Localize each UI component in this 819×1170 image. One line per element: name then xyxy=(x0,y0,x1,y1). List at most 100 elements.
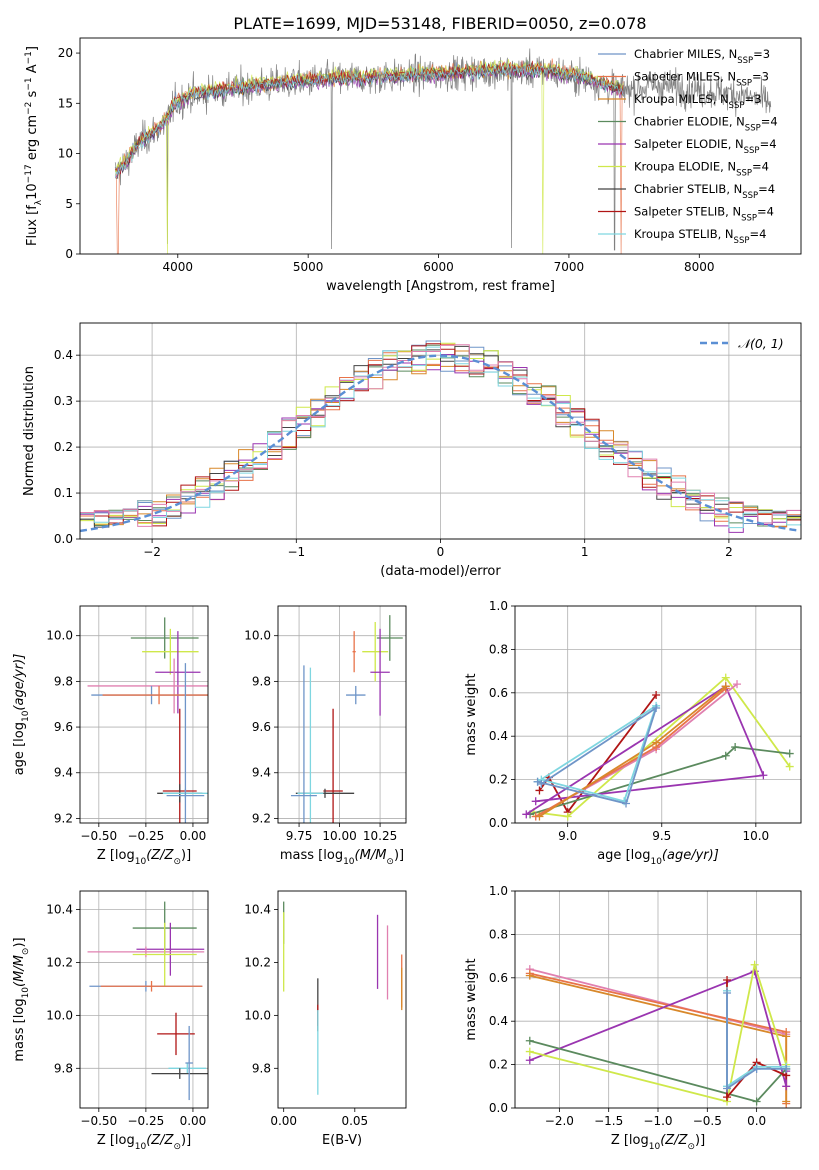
mass-vs-metallicity-panel: −0.50 −0.25 0.00 9.8 10.0 10.2 10.4 Z [log10(Z/… xyxy=(12,890,209,1152)
x-tick-label: −1 xyxy=(287,545,305,559)
x-axis-label: (data-model)/error xyxy=(380,564,501,579)
x-axis-label: Z [log10(Z/Z⊙)] xyxy=(97,1133,191,1152)
x-tick-label: −1.0 xyxy=(643,1114,672,1128)
error-bar-point xyxy=(290,665,317,823)
mass-weight-marker xyxy=(785,762,794,771)
mass-weight-marker xyxy=(652,738,661,747)
gaussian-curve xyxy=(80,354,799,533)
mass-weight-marker xyxy=(723,1093,732,1102)
residual-histogram xyxy=(80,346,801,529)
mass-weight-marker xyxy=(721,673,730,682)
x-tick-label: 6000 xyxy=(423,260,454,274)
error-bar-point xyxy=(87,946,205,958)
mass-weight-marker xyxy=(782,1064,791,1073)
mass-weight-marker xyxy=(759,771,768,780)
mass-weight-marker xyxy=(652,703,661,712)
y-tick-label: 9.8 xyxy=(54,1061,73,1075)
figure-title: PLATE=1699, MJD=53148, FIBERID=0050, z=0… xyxy=(233,14,646,33)
x-tick-label: −2 xyxy=(143,545,161,559)
mass-weight-marker xyxy=(522,810,531,819)
legend-entry: Kroupa MILES, NSSP=3 xyxy=(634,92,761,111)
y-tick-label: 0.6 xyxy=(489,686,508,700)
mass-weight-marker xyxy=(525,971,534,980)
error-bar-point xyxy=(151,1068,208,1079)
error-bar-point xyxy=(132,922,197,987)
x-tick-label: 0 xyxy=(437,545,445,559)
error-bar-point xyxy=(185,1025,193,1101)
mass-vs-ebv-panel: 0.00 0.05 9.8 10.0 10.2 10.4 E(B-V) xyxy=(244,890,407,1148)
y-tick-label: 9.4 xyxy=(252,766,271,780)
x-axis-label: Z [log10(Z/Z⊙)] xyxy=(97,848,191,867)
y-tick-label: 10.0 xyxy=(46,1008,73,1022)
y-tick-label: 0.4 xyxy=(54,348,73,362)
mass-weight-line xyxy=(537,705,658,805)
y-axis-label: age [log10(age/yr)] xyxy=(12,654,31,776)
x-tick-label: 5000 xyxy=(293,260,324,274)
mass-weight-line xyxy=(533,676,791,818)
x-tick-label: −0.25 xyxy=(127,1114,164,1128)
mass-weight-marker xyxy=(537,779,546,788)
y-tick-label: 9.4 xyxy=(54,766,73,780)
x-tick-label: 9.0 xyxy=(558,829,577,843)
x-tick-label: 0.0 xyxy=(747,1114,766,1128)
mass-weight-line xyxy=(525,684,765,816)
error-bar-point xyxy=(346,685,366,705)
age-vs-metallicity-panel: −0.50 −0.25 0.00 9.2 9.4 9.6 9.8 10.0 Z [log10(Z… xyxy=(12,605,209,867)
error-bar-point xyxy=(370,628,390,716)
legend-entry: Salpeter ELODIE, NSSP=4 xyxy=(634,137,777,156)
y-tick-label: 20 xyxy=(58,46,73,60)
y-tick-label: 10.4 xyxy=(244,903,271,917)
axes-frame xyxy=(79,322,802,540)
mass-weight-marker xyxy=(622,799,631,808)
y-tick-label: 0.0 xyxy=(54,532,73,546)
x-tick-label: 10.0 xyxy=(742,829,769,843)
error-bar-point xyxy=(323,708,343,823)
y-axis-label: Flux [fλ10−17 erg cm−2 s−1 A−1] xyxy=(24,46,44,246)
mass-weight-marker xyxy=(723,1084,732,1093)
error-bar-point xyxy=(130,617,199,659)
legend-entry: Salpeter MILES, NSSP=3 xyxy=(634,70,769,89)
x-tick-label: 1 xyxy=(581,545,589,559)
y-tick-label: 10.0 xyxy=(46,629,73,643)
y-tick-label: 0.2 xyxy=(489,773,508,787)
mass-weight-marker xyxy=(535,812,544,821)
x-axis-label: mass [log10(M/M⊙)] xyxy=(280,848,404,867)
y-tick-label: 9.8 xyxy=(54,674,73,688)
y-tick-label: 10.2 xyxy=(46,955,73,969)
error-bar-point xyxy=(155,631,201,714)
residuals-legend: 𝒩(0, 1) xyxy=(700,336,784,351)
spectrum-model-line xyxy=(114,59,624,254)
y-tick-label: 1.0 xyxy=(489,599,508,613)
x-tick-label: 7000 xyxy=(554,260,585,274)
mass-weight-marker xyxy=(785,749,794,758)
x-tick-label: 0.00 xyxy=(180,1114,207,1128)
x-tick-label: 9.75 xyxy=(286,829,313,843)
error-bar-point xyxy=(376,615,403,661)
mass-weight-line xyxy=(529,746,790,816)
residual-histogram xyxy=(80,354,801,533)
y-axis-label: Normed distribution xyxy=(22,366,37,496)
mass-weight-vs-age-panel: 9.0 9.5 10.0 0.0 0.2 0.4 0.6 0.8 1.0 age [log10(a… xyxy=(464,599,802,867)
legend-entry: Chabrier MILES, NSSP=3 xyxy=(634,47,770,66)
x-tick-label: 9.5 xyxy=(652,829,671,843)
y-axis-label: mass [log10(M/M⊙)] xyxy=(12,937,31,1061)
axes-frame xyxy=(79,605,209,824)
y-tick-label: 15 xyxy=(58,96,73,110)
mass-weight-marker xyxy=(721,682,730,691)
legend-entry: Chabrier STELIB, NSSP=4 xyxy=(634,182,775,201)
mass-weight-marker xyxy=(731,743,740,752)
y-tick-label: 9.2 xyxy=(54,811,73,825)
error-bar-point xyxy=(142,628,199,675)
mass-weight-marker xyxy=(750,960,759,969)
error-bar-point xyxy=(166,663,205,823)
legend-entry: Salpeter STELIB, NSSP=4 xyxy=(634,205,774,224)
x-tick-label: 10.00 xyxy=(322,829,356,843)
spectrum-model-line xyxy=(114,60,624,175)
mass-weight-marker xyxy=(723,988,732,997)
y-axis-label: mass weight xyxy=(464,673,479,755)
mass-weight-marker xyxy=(531,797,540,806)
error-bar-point xyxy=(362,621,389,682)
y-tick-label: 0.6 xyxy=(489,971,508,985)
error-bar-point xyxy=(168,1063,207,1074)
